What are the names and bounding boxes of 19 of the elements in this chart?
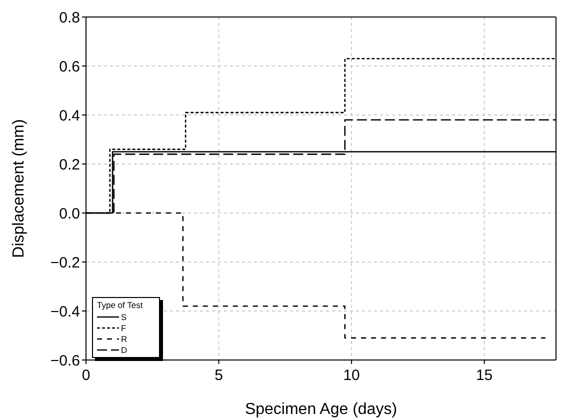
x-tick-label: 15 bbox=[476, 367, 493, 384]
legend-title: Type of Test bbox=[97, 300, 143, 310]
legend-label: S bbox=[121, 312, 127, 322]
y-tick-label: 0.0 bbox=[59, 205, 80, 222]
y-tick-label: −0.2 bbox=[50, 254, 80, 272]
x-tick-label: 10 bbox=[343, 367, 360, 384]
x-tick-label: 0 bbox=[82, 367, 90, 384]
y-tick-label: −0.6 bbox=[50, 352, 80, 370]
y-tick-label: −0.4 bbox=[50, 303, 80, 320]
legend-label: F bbox=[121, 322, 126, 332]
y-tick-label: 0.4 bbox=[59, 107, 80, 124]
x-tick-label: 5 bbox=[214, 367, 223, 384]
y-axis-title: Displacement (mm) bbox=[10, 119, 28, 258]
y-tick-label: 0.8 bbox=[59, 9, 80, 26]
y-tick-label: 0.2 bbox=[59, 156, 80, 174]
x-axis-title: Specimen Age (days) bbox=[244, 401, 398, 418]
legend-label: D bbox=[121, 344, 128, 354]
legend-label: R bbox=[121, 334, 128, 344]
y-tick-label: 0.6 bbox=[59, 58, 80, 76]
